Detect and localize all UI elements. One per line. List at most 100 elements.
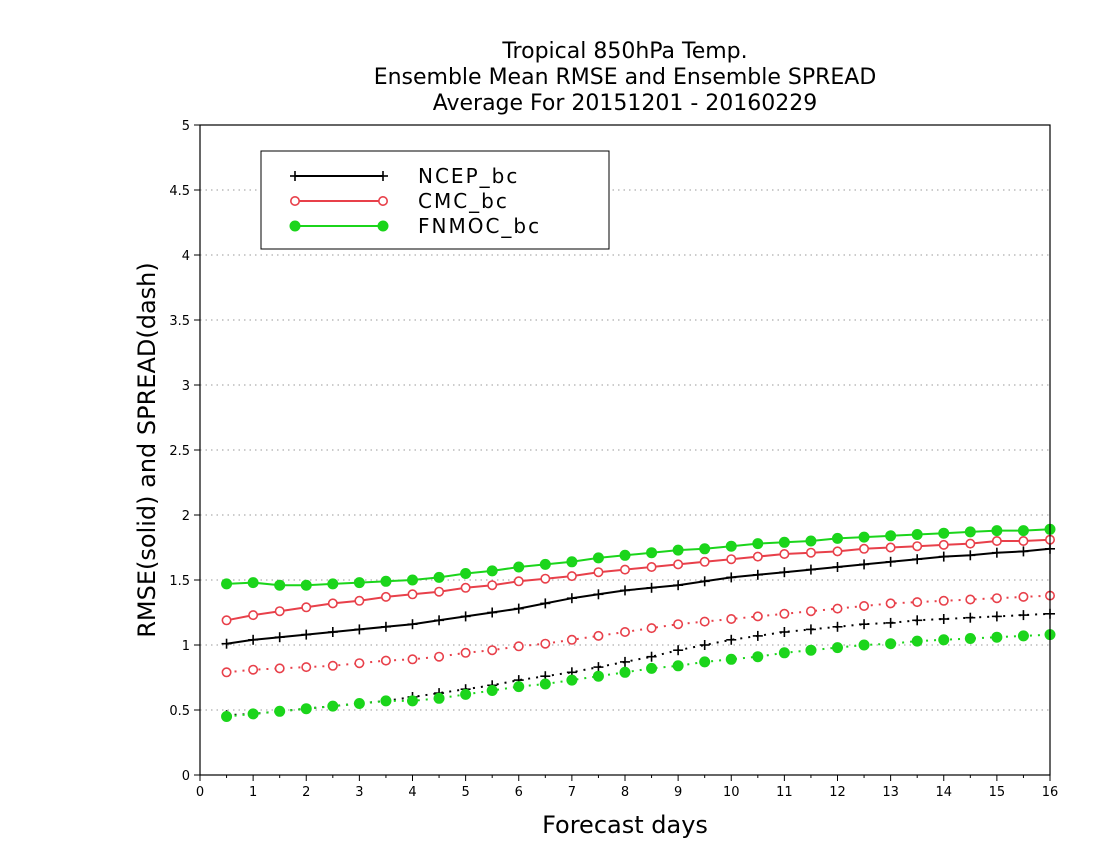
title-line-1: Tropical 850hPa Temp. (501, 39, 747, 64)
rmse-point-FNMOC_bc (247, 577, 259, 589)
spread-point-FNMOC_bc (247, 708, 259, 720)
spread-point-CMC_bc (646, 623, 657, 634)
x-tick-label-15: 15 (989, 785, 1006, 800)
rmse-point-FNMOC_bc (964, 526, 976, 538)
rmse-point-FNMOC_bc (1017, 525, 1029, 537)
rmse-point-CMC_bc (487, 580, 498, 591)
spread-point-CMC_bc (699, 616, 710, 627)
x-tick-label-4: 4 (408, 785, 416, 800)
rmse-point-CMC_bc (912, 541, 923, 552)
rmse-point-CMC_bc (859, 543, 870, 554)
spread-point-FNMOC_bc (964, 633, 976, 644)
spread-point-CMC_bc (805, 606, 816, 617)
spread-point-FNMOC_bc (832, 642, 843, 654)
spread-point-CMC_bc (965, 594, 976, 605)
rmse-point-FNMOC_bc (646, 547, 658, 559)
spread-point-FNMOC_bc (778, 647, 790, 659)
rmse-point-CMC_bc (885, 542, 896, 553)
rmse-point-CMC_bc (699, 556, 710, 567)
rmse-point-FNMOC_bc (752, 538, 764, 550)
x-tick-label-13: 13 (882, 785, 899, 800)
legend-marker-start-CMC_bc (289, 196, 300, 207)
spread-point-FNMOC_bc (513, 681, 525, 693)
title-line-3: Average For 20151201 - 20160229 (433, 91, 818, 116)
rmse-point-FNMOC_bc (300, 579, 312, 591)
rmse-point-CMC_bc (380, 591, 391, 602)
rmse-point-FNMOC_bc (539, 558, 551, 570)
y-axis-label: RMSE(solid) and SPREAD(dash) (133, 262, 161, 638)
spread-point-CMC_bc (460, 647, 471, 658)
rmse-point-CMC_bc (221, 615, 232, 626)
rmse-point-FNMOC_bc (592, 552, 604, 564)
y-tick-label-10: 5 (182, 119, 190, 134)
spread-point-CMC_bc (354, 658, 365, 669)
spread-point-CMC_bc (566, 634, 577, 645)
spread-point-CMC_bc (221, 667, 232, 678)
series-FNMOC_bc (221, 523, 1056, 722)
y-tick-label-4: 2 (182, 509, 190, 524)
spread-point-CMC_bc (912, 597, 923, 608)
spread-point-FNMOC_bc (885, 638, 897, 650)
spread-point-CMC_bc (991, 593, 1002, 604)
spread-point-CMC_bc (938, 595, 949, 606)
legend-marker-end-FNMOC_bc (377, 220, 389, 232)
rmse-point-FNMOC_bc (778, 536, 790, 548)
rmse-point-FNMOC_bc (566, 556, 578, 568)
rmse-point-CMC_bc (407, 589, 418, 600)
spread-point-FNMOC_bc (1017, 630, 1029, 642)
rmse-point-FNMOC_bc (858, 531, 870, 543)
legend-label-FNMOC_bc: FNMOC_bc (418, 214, 541, 238)
legend-label-CMC_bc: CMC_bc (418, 189, 509, 213)
y-tick-label-3: 1.5 (169, 574, 190, 589)
rmse-point-FNMOC_bc (407, 574, 418, 586)
y-tick-label-2: 1 (182, 639, 190, 654)
legend-marker-end-CMC_bc (377, 196, 388, 207)
rmse-point-FNMOC_bc (805, 535, 817, 547)
rmse-point-CMC_bc (991, 535, 1002, 546)
spread-point-FNMOC_bc (566, 674, 578, 686)
spread-point-CMC_bc (301, 662, 312, 673)
rmse-point-CMC_bc (513, 576, 524, 587)
spread-point-CMC_bc (513, 641, 524, 652)
x-tick-label-11: 11 (776, 785, 793, 800)
rmse-point-FNMOC_bc (725, 540, 737, 552)
rmse-point-CMC_bc (646, 561, 657, 572)
rmse-point-FNMOC_bc (433, 571, 445, 583)
rmse-point-FNMOC_bc (619, 549, 631, 561)
rmse-point-CMC_bc (832, 546, 843, 557)
spread-point-CMC_bc (673, 619, 684, 630)
spread-point-FNMOC_bc (539, 678, 551, 690)
x-tick-label-6: 6 (515, 785, 523, 800)
spread-point-CMC_bc (779, 608, 790, 619)
spread-point-FNMOC_bc (619, 666, 631, 678)
rmse-line-FNMOC_bc (226, 528, 1051, 587)
rmse-line-NCEP_bc (226, 547, 1051, 645)
x-tick-label-16: 16 (1042, 785, 1059, 800)
rmse-point-CMC_bc (540, 573, 551, 584)
x-tick-label-8: 8 (621, 785, 629, 800)
rmse-point-CMC_bc (248, 610, 259, 621)
rmse-point-CMC_bc (460, 582, 471, 593)
rmse-point-FNMOC_bc (832, 532, 843, 544)
y-tick-label-8: 4 (182, 249, 190, 264)
rmse-point-FNMOC_bc (513, 561, 525, 573)
rmse-point-FNMOC_bc (885, 530, 897, 542)
spread-point-FNMOC_bc (805, 644, 817, 656)
rmse-point-FNMOC_bc (486, 565, 498, 577)
spread-point-FNMOC_bc (725, 653, 737, 665)
spread-point-CMC_bc (859, 600, 870, 611)
rmse-point-CMC_bc (301, 602, 312, 613)
rmse-point-FNMOC_bc (327, 578, 339, 590)
spread-point-FNMOC_bc (300, 703, 312, 715)
y-tick-label-0: 0 (182, 769, 190, 784)
spread-point-FNMOC_bc (407, 695, 418, 707)
title-line-2: Ensemble Mean RMSE and Ensemble SPREAD (374, 65, 877, 90)
x-tick-label-1: 1 (249, 785, 257, 800)
x-tick-label-14: 14 (935, 785, 952, 800)
series-CMC_bc (221, 534, 1056, 678)
rmse-point-CMC_bc (434, 586, 445, 597)
x-tick-label-9: 9 (674, 785, 682, 800)
rmse-point-FNMOC_bc (672, 544, 684, 556)
x-tick-label-5: 5 (461, 785, 469, 800)
